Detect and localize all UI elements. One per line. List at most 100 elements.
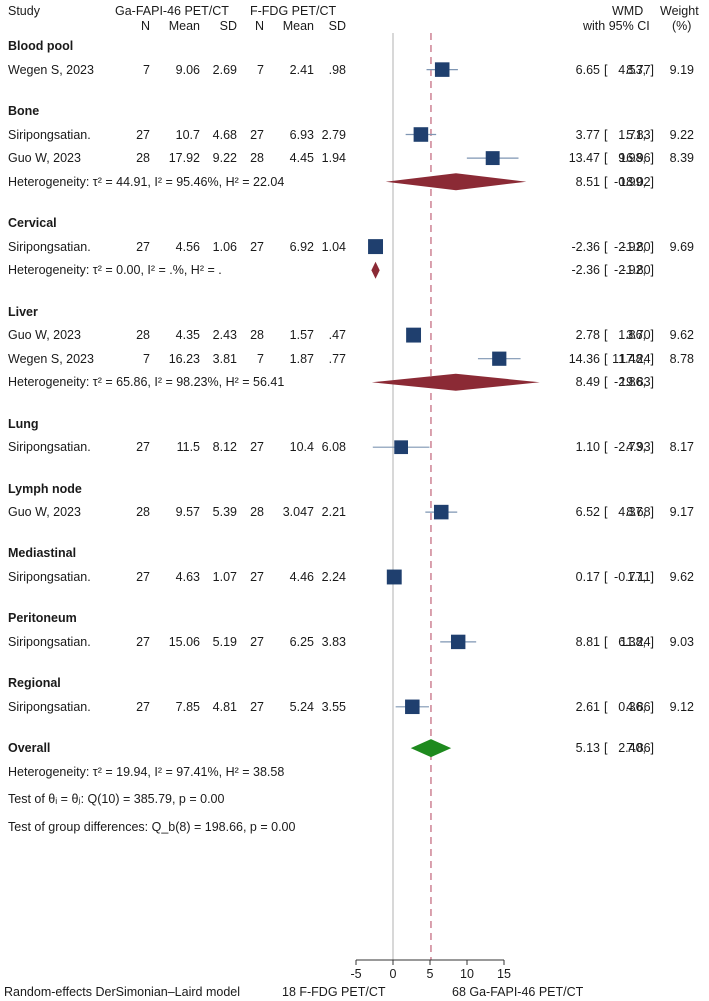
footer-left-label: 18 F-FDG PET/CT [282, 985, 386, 999]
fdg-mean: 6.92 [289, 239, 314, 254]
study-effect-square [433, 504, 449, 520]
study-weight: 8.39 [669, 151, 694, 166]
fapi-mean: 4.63 [175, 570, 200, 584]
wmd-estimate: 8.51 [575, 174, 600, 189]
study-name: Siripongsatian. [8, 127, 91, 142]
fdg-n: 7 [257, 62, 264, 77]
fdg-mean: 1.87 [289, 351, 314, 366]
ci-upper: 5.83] [626, 127, 654, 142]
overall-test-stat: Test of θᵢ = θⱼ: Q(10) = 385.79, p = 0.0… [8, 792, 225, 807]
fdg-sd: 2.79 [321, 127, 346, 142]
fdg-n: 27 [250, 239, 264, 254]
overall-test-stat: Test of group differences: Q_b(8) = 198.… [8, 819, 296, 834]
ci-upper: 4.93] [626, 440, 654, 455]
fdg-sd: 1.04 [321, 239, 346, 254]
wmd-estimate: 3.77 [575, 127, 600, 142]
study-effect-square [434, 62, 450, 77]
ci-bracket: [ [604, 151, 608, 166]
header-weight-unit: (%) [672, 19, 692, 33]
ci-bracket: [ [604, 62, 608, 77]
wmd-estimate: 2.78 [575, 328, 600, 343]
fdg-mean: 6.93 [289, 127, 314, 142]
study-effect-square [492, 351, 507, 366]
fapi-n: 28 [136, 505, 150, 520]
study-name: Siripongsatian. [8, 239, 91, 254]
fdg-mean: 4.46 [289, 570, 314, 584]
fapi-n: 27 [136, 127, 150, 142]
header-sd1: SD [219, 19, 237, 33]
subgroup-label: Liver [8, 304, 38, 319]
study-weight: 9.03 [669, 634, 694, 649]
subgroup-label: Mediastinal [8, 546, 77, 561]
ci-lower: 4.53, [618, 62, 646, 77]
wmd-estimate: 14.36 [568, 351, 600, 366]
ci-lower: 11.48, [612, 351, 646, 366]
fapi-sd: 3.81 [212, 351, 237, 366]
study-name: Guo W, 2023 [8, 505, 81, 520]
fdg-n: 28 [250, 328, 264, 343]
ci-lower: 4.37, [618, 505, 646, 520]
wmd-estimate: 0.17 [575, 570, 600, 584]
study-name: Guo W, 2023 [8, 151, 81, 166]
fapi-sd: 2.69 [212, 62, 237, 77]
heterogeneity-stat: Heterogeneity: τ² = 65.86, I² = 98.23%, … [8, 375, 285, 390]
fdg-n: 27 [250, 127, 264, 142]
x-tick-label: 5 [426, 967, 434, 981]
ci-lower: -0.99, [614, 174, 646, 189]
fdg-mean: 5.24 [289, 699, 314, 714]
ci-upper: 8.68] [626, 505, 654, 520]
fapi-mean: 17.92 [168, 151, 200, 166]
ci-upper: 8.77] [626, 62, 654, 77]
fdg-sd: 1.94 [321, 151, 346, 166]
header-mean1: Mean [168, 19, 200, 33]
fapi-n: 7 [143, 62, 150, 77]
ci-lower: -2.73, [614, 440, 646, 455]
ci-upper: 18.02] [619, 174, 654, 189]
study-name: Wegen S, 2023 [8, 351, 94, 366]
fapi-sd: 1.07 [212, 570, 237, 584]
fapi-n: 7 [143, 351, 150, 366]
wmd-estimate: 6.65 [575, 62, 600, 77]
footer-right-label: 68 Ga-FAPI-46 PET/CT [452, 985, 584, 999]
study-weight: 8.17 [669, 440, 694, 455]
ci-upper: 3.70] [626, 328, 654, 343]
fapi-mean: 4.35 [175, 328, 200, 343]
fdg-n: 27 [250, 570, 264, 584]
footer-model: Random-effects DerSimonian–Laird model [4, 985, 240, 999]
wmd-estimate: 6.52 [575, 505, 600, 520]
fapi-n: 28 [136, 328, 150, 343]
study-name: Guo W, 2023 [8, 328, 81, 343]
ci-bracket: [ [604, 127, 608, 142]
study-name: Siripongsatian. [8, 570, 91, 584]
subgroup-label: Bone [8, 103, 40, 118]
ci-bracket: [ [604, 699, 608, 714]
study-effect-square [368, 239, 384, 255]
header-n2: N [254, 19, 264, 33]
subgroup-label: Lymph node [8, 481, 82, 496]
fdg-sd: 2.24 [321, 570, 346, 584]
ci-upper: -1.80] [622, 263, 654, 278]
study-name: Siripongsatian. [8, 440, 91, 455]
study-effect-square [413, 127, 429, 142]
x-tick-label: -5 [350, 967, 362, 981]
fapi-sd: 4.68 [212, 127, 237, 142]
ci-bracket: [ [604, 239, 608, 254]
fdg-sd: 3.83 [321, 634, 346, 649]
ci-bracket: [ [604, 263, 608, 278]
study-effect-square [386, 569, 402, 585]
header-mean2: Mean [282, 19, 314, 33]
fdg-n: 27 [250, 699, 264, 714]
fapi-mean: 9.06 [175, 62, 200, 77]
study-name: Siripongsatian. [8, 699, 91, 714]
study-weight: 9.62 [669, 328, 694, 343]
fdg-mean: 10.4 [289, 440, 314, 455]
fapi-mean: 7.85 [175, 699, 200, 714]
wmd-estimate: -2.36 [571, 263, 601, 278]
fapi-sd: 5.19 [212, 634, 237, 649]
study-effect-square [394, 440, 408, 455]
fapi-n: 27 [136, 440, 150, 455]
x-tick-label: 10 [460, 967, 474, 981]
fapi-sd: 4.81 [212, 699, 237, 714]
header-study: Study [8, 4, 40, 18]
study-name: Siripongsatian. [8, 634, 91, 649]
